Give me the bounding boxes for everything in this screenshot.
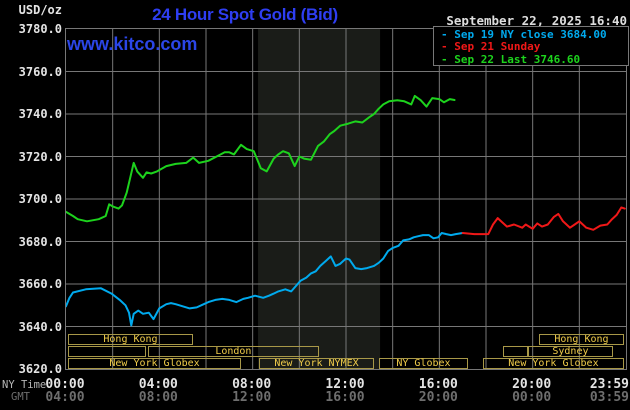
chart-title: 24 Hour Spot Gold (Bid) bbox=[152, 5, 338, 24]
legend-label: Sep 19 NY close 3684.00 bbox=[454, 28, 607, 41]
session-box-hong-kong: Hong Kong bbox=[539, 334, 624, 345]
y-tick-label: 3700.0 bbox=[18, 192, 62, 206]
y-tick-label: 3680.0 bbox=[18, 234, 62, 249]
x-tick-label-gmt: 04:00 bbox=[45, 390, 85, 405]
legend-box: - Sep 19 NY close 3684.00- Sep 21 Sunday… bbox=[433, 26, 629, 66]
session-box bbox=[68, 346, 146, 357]
legend-dash-icon: - bbox=[441, 40, 455, 54]
session-box-new-york-nymex: New York NYMEX bbox=[259, 357, 374, 369]
x-tick-label-ny: 04:00 bbox=[138, 377, 178, 392]
x-tick-label-ny: 00:00 bbox=[45, 377, 85, 392]
x-axis-gmt-label: GMT bbox=[11, 391, 30, 403]
y-tick-label: 3640.0 bbox=[18, 319, 62, 334]
session-box-new-york-globex: New York Globex bbox=[68, 357, 241, 369]
price-line-sep-21-sunday bbox=[461, 206, 626, 236]
kitco-watermark-link[interactable]: www.kitco.com bbox=[67, 34, 198, 54]
y-tick-label: 3620.0 bbox=[18, 362, 62, 376]
x-axis-ny-time-label: NY Time bbox=[2, 379, 47, 391]
x-tick-label-ny: 12:00 bbox=[325, 377, 365, 392]
x-tick-label-gmt: 20:00 bbox=[418, 390, 458, 405]
chart-datetime: September 22, 2025 16:40 bbox=[446, 13, 627, 28]
y-tick-label: 3660.0 bbox=[18, 277, 62, 291]
legend-item: - Sep 21 Sunday bbox=[441, 41, 628, 53]
session-box-sydney: Sydney bbox=[528, 346, 613, 357]
y-tick-label: 3720.0 bbox=[18, 149, 62, 164]
y-tick-label: 3780.0 bbox=[18, 22, 62, 36]
x-tick-label-ny: 20:00 bbox=[512, 377, 552, 392]
y-tick-label: 3740.0 bbox=[18, 107, 62, 121]
x-tick-label-gmt: 03:59 bbox=[589, 390, 629, 405]
x-tick-label-gmt: 00:00 bbox=[512, 390, 552, 405]
x-tick-label-ny: 08:00 bbox=[232, 377, 272, 392]
legend-dash-icon: - bbox=[441, 52, 455, 66]
x-tick-label-ny: 23:59 bbox=[589, 377, 629, 392]
session-box-london: London bbox=[147, 346, 319, 357]
legend-item: - Sep 19 NY close 3684.00 bbox=[441, 28, 628, 41]
session-box-ny-globex: NY Globex bbox=[378, 357, 468, 369]
legend-dash-icon: - bbox=[441, 28, 455, 41]
price-line-sep-22-last bbox=[66, 94, 456, 223]
legend-label: Sep 21 Sunday bbox=[454, 40, 541, 54]
session-box-hong-kong: Hong Kong bbox=[68, 334, 193, 345]
plot-area: Hong Kong Hong Kong London Sydney New York G… bbox=[65, 28, 627, 370]
session-box-new-york-globex: New York Globex bbox=[483, 357, 624, 369]
y-tick-label: 3760.0 bbox=[18, 64, 62, 79]
legend-item: - Sep 22 Last 3746.60 bbox=[441, 52, 628, 66]
x-tick-label-gmt: 08:00 bbox=[138, 390, 178, 405]
x-tick-label-gmt: 12:00 bbox=[232, 390, 272, 405]
session-box bbox=[503, 346, 528, 357]
legend-label: Sep 22 Last 3746.60 bbox=[454, 52, 581, 66]
chart-canvas bbox=[66, 29, 626, 369]
x-tick-label-gmt: 16:00 bbox=[325, 390, 365, 405]
y-axis-unit-label: USD/oz bbox=[18, 3, 62, 17]
x-tick-label-ny: 16:00 bbox=[418, 377, 458, 392]
price-line-sep-19-ny-close bbox=[66, 232, 464, 327]
